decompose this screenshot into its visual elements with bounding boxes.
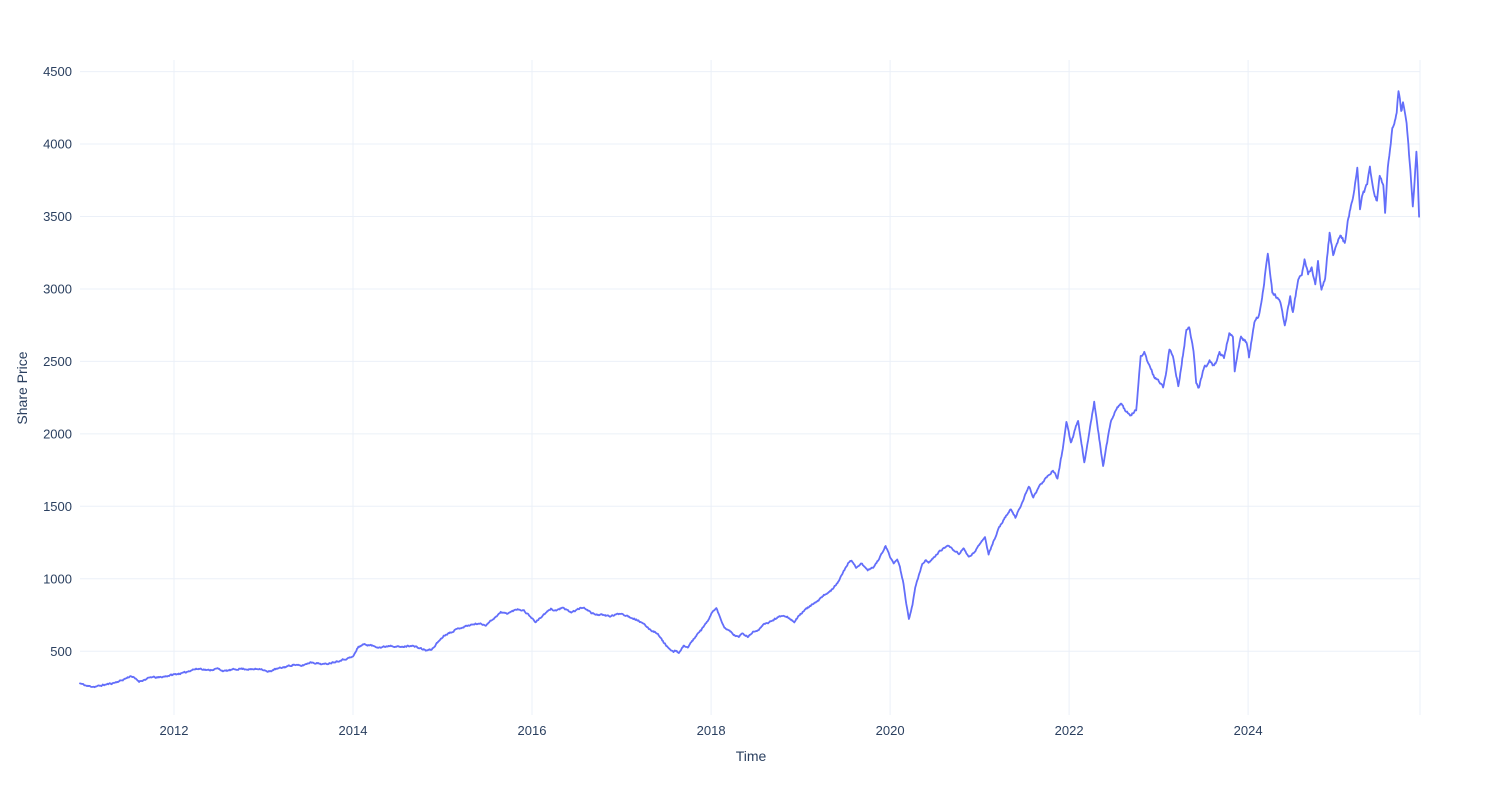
y-gridlines	[80, 71, 1420, 652]
y-tick-label: 3500	[43, 209, 72, 224]
x-tick-label: 2012	[160, 723, 189, 738]
y-axis-tick-labels: 500 1000 1500 2000 2500 3000 3500 4000 4500	[43, 64, 72, 659]
x-axis-tick-labels: 2012 2014 2016 2018 2020 2022 2024	[160, 723, 1263, 738]
plot-area[interactable]	[80, 60, 1420, 715]
y-tick-label: 2000	[43, 426, 72, 441]
x-gridlines	[173, 60, 1421, 715]
y-axis-title: Share Price	[14, 351, 30, 425]
x-tick-label: 2018	[697, 723, 726, 738]
y-tick-label: 3000	[43, 282, 72, 297]
x-tick-label: 2016	[518, 723, 547, 738]
x-tick-label: 2014	[339, 723, 368, 738]
y-tick-label: 500	[50, 644, 72, 659]
x-tick-label: 2024	[1234, 723, 1263, 738]
y-tick-label: 4500	[43, 64, 72, 79]
y-tick-label: 1000	[43, 571, 72, 586]
share-price-line	[79, 90, 1420, 689]
y-tick-label: 1500	[43, 499, 72, 514]
y-tick-label: 2500	[43, 354, 72, 369]
x-tick-label: 2022	[1055, 723, 1084, 738]
x-axis-title: Time	[735, 748, 767, 764]
y-tick-label: 4000	[43, 137, 72, 152]
x-tick-label: 2020	[876, 723, 905, 738]
price-line-series	[79, 90, 1420, 689]
